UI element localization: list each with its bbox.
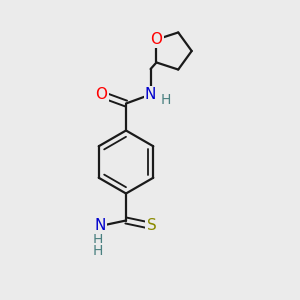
Text: H: H [93,233,103,247]
Text: H: H [161,93,171,107]
Text: O: O [150,32,162,47]
Text: H: H [93,244,103,258]
Text: N: N [95,218,106,233]
Text: S: S [147,218,156,233]
Text: N: N [145,87,156,102]
Text: O: O [95,87,107,102]
